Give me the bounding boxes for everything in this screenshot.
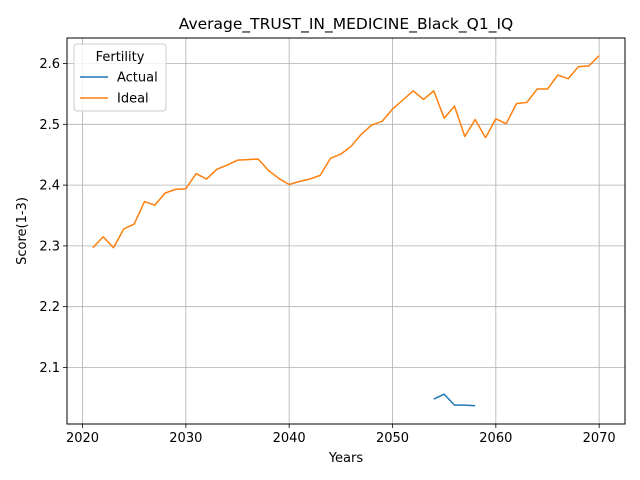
y-axis-ticks: 2.1 2.2 2.3 2.4 2.5 2.6 — [39, 57, 67, 376]
x-tick-label: 2050 — [376, 431, 409, 446]
legend-entries: Actual Ideal — [80, 71, 158, 107]
plot-frame — [66, 37, 626, 425]
y-tick-label: 2.6 — [39, 57, 60, 72]
y-tick-label: 2.1 — [39, 361, 60, 376]
x-tick-label: 2030 — [169, 431, 202, 446]
y-tick-label: 2.3 — [39, 239, 60, 254]
legend-label-ideal: Ideal — [117, 92, 149, 107]
x-tick-label: 2040 — [273, 431, 306, 446]
legend-box — [73, 43, 167, 112]
legend: Fertility Actual Ideal — [73, 43, 167, 112]
series-line-ideal — [92, 55, 600, 249]
grid — [67, 38, 625, 424]
chart-title: Average_TRUST_IN_MEDICINE_Black_Q1_IQ — [179, 15, 513, 34]
legend-label-actual: Actual — [117, 71, 158, 86]
x-tick-label: 2070 — [583, 431, 616, 446]
x-axis-label: Years — [328, 451, 364, 466]
y-axis-label: Score(1-3) — [15, 197, 30, 265]
y-tick-label: 2.4 — [39, 179, 60, 194]
y-tick-label: 2.2 — [39, 300, 60, 315]
x-tick-label: 2060 — [479, 431, 512, 446]
series-lines — [92, 55, 600, 407]
x-axis-ticks: 2020 2030 2040 2050 2060 2070 — [66, 424, 616, 446]
legend-title: Fertility — [96, 50, 145, 65]
y-tick-label: 2.5 — [39, 118, 60, 133]
series-line-actual — [433, 393, 476, 407]
x-tick-label: 2020 — [66, 431, 99, 446]
